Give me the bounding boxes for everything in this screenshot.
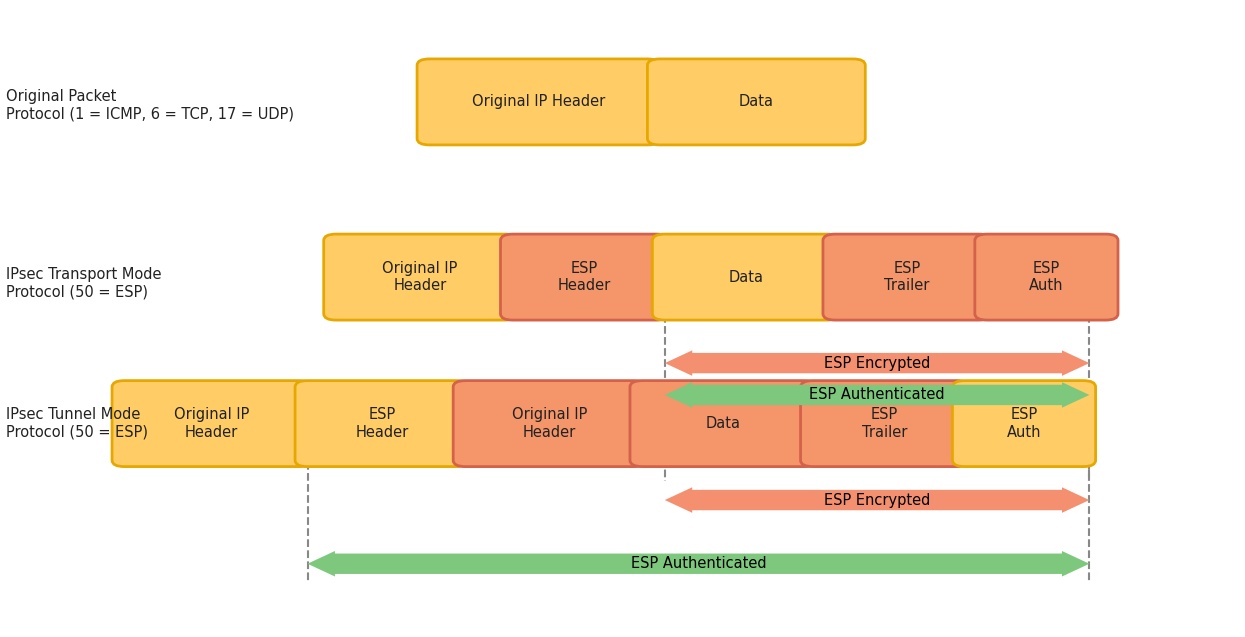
- FancyBboxPatch shape: [801, 380, 969, 466]
- Text: Data: Data: [706, 416, 741, 431]
- Text: ESP
Header: ESP Header: [356, 408, 408, 440]
- Text: ESP Authenticated: ESP Authenticated: [809, 387, 945, 403]
- Text: ESP
Trailer: ESP Trailer: [862, 408, 908, 440]
- Text: ESP Authenticated: ESP Authenticated: [631, 556, 766, 571]
- FancyBboxPatch shape: [500, 234, 669, 320]
- Text: ESP
Auth: ESP Auth: [1007, 408, 1041, 440]
- FancyBboxPatch shape: [823, 234, 991, 320]
- Text: ESP
Header: ESP Header: [558, 261, 611, 293]
- Polygon shape: [308, 551, 1089, 576]
- Text: Original IP
Header: Original IP Header: [382, 261, 458, 293]
- Text: ESP
Trailer: ESP Trailer: [884, 261, 930, 293]
- Text: IPsec Transport Mode
Protocol (50 = ESP): IPsec Transport Mode Protocol (50 = ESP): [6, 268, 162, 299]
- Polygon shape: [665, 487, 1089, 513]
- Text: ESP Encrypted: ESP Encrypted: [824, 355, 930, 371]
- Text: Original IP
Header: Original IP Header: [174, 408, 249, 440]
- FancyBboxPatch shape: [112, 380, 311, 466]
- Text: Data: Data: [738, 94, 774, 110]
- FancyBboxPatch shape: [295, 380, 469, 466]
- Text: ESP Encrypted: ESP Encrypted: [824, 492, 930, 508]
- FancyBboxPatch shape: [975, 234, 1118, 320]
- Polygon shape: [665, 350, 1089, 376]
- FancyBboxPatch shape: [453, 380, 646, 466]
- FancyBboxPatch shape: [652, 234, 839, 320]
- FancyBboxPatch shape: [952, 380, 1096, 466]
- FancyBboxPatch shape: [647, 59, 865, 145]
- Text: ESP
Auth: ESP Auth: [1030, 261, 1063, 293]
- Text: Original Packet
Protocol (1 = ICMP, 6 = TCP, 17 = UDP): Original Packet Protocol (1 = ICMP, 6 = …: [6, 89, 294, 121]
- FancyBboxPatch shape: [417, 59, 660, 145]
- Text: Original IP Header: Original IP Header: [472, 94, 605, 110]
- FancyBboxPatch shape: [630, 380, 817, 466]
- Polygon shape: [665, 382, 1089, 408]
- FancyBboxPatch shape: [324, 234, 517, 320]
- Text: IPsec Tunnel Mode
Protocol (50 = ESP): IPsec Tunnel Mode Protocol (50 = ESP): [6, 408, 148, 440]
- Text: Original IP
Header: Original IP Header: [512, 408, 588, 440]
- Text: Data: Data: [728, 269, 763, 285]
